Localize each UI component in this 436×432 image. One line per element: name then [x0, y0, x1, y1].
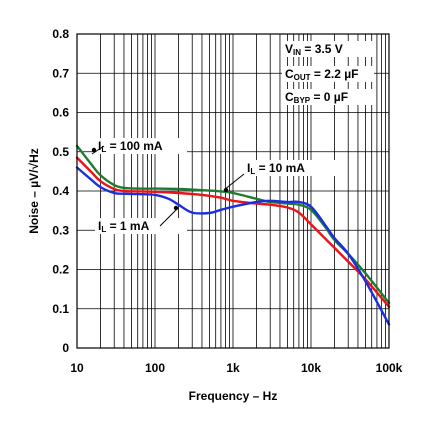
y-tick-label: 0.4	[52, 184, 69, 198]
y-axis-label: Noise – µV/√Hz	[27, 148, 41, 234]
leader-line	[223, 173, 245, 191]
leader-arrow	[173, 205, 179, 211]
annotations: VIN = 3.5 V COUT = 2.2 µF CBYP = 0 µF IL = …	[91, 41, 374, 234]
condition-label: VIN = 3.5 V	[285, 42, 343, 57]
series-line-1-ma	[75, 166, 391, 326]
series-label: IL = 10 mA	[247, 161, 305, 176]
condition-label: CBYP = 0 µF	[285, 90, 348, 105]
condition-label: COUT = 2.2 µF	[285, 67, 359, 82]
y-tick-labels: 0 0.1 0.2 0.3 0.4 0.5 0.6 0.7 0.8	[52, 27, 69, 355]
x-tick-label: 100	[145, 361, 165, 375]
x-tick-label: 10	[70, 361, 84, 375]
series-line-10-ma	[75, 156, 391, 308]
leader-arrow	[91, 147, 97, 153]
x-tick-label: 10k	[301, 361, 321, 375]
condition-bg	[282, 89, 374, 105]
x-tick-labels: 10 100 1k 10k 100k	[70, 361, 402, 375]
series-label-bg	[244, 160, 336, 176]
series-label-bg	[95, 138, 187, 154]
x-tick-label: 100k	[376, 361, 403, 375]
series-label: IL = 100 mA	[98, 139, 163, 154]
series-label: IL = 1 mA	[98, 219, 150, 234]
y-tick-label: 0.7	[52, 66, 69, 80]
series-layer	[75, 144, 391, 326]
condition-bg	[282, 66, 374, 82]
y-tick-label: 0.3	[52, 223, 69, 237]
leader-line	[159, 207, 179, 227]
y-tick-label: 0.1	[52, 302, 69, 316]
x-axis-label: Frequency – Hz	[189, 389, 278, 403]
y-tick-label: 0.8	[52, 27, 69, 41]
leader-arrow	[223, 187, 229, 193]
condition-bg	[282, 41, 374, 57]
series-line-100-ma	[75, 144, 391, 305]
y-tick-label: 0.6	[52, 106, 69, 120]
y-tick-label: 0.5	[52, 145, 69, 159]
plot-frame	[76, 33, 390, 349]
y-tick-label: 0.2	[52, 263, 69, 277]
leader-line	[91, 145, 105, 155]
x-tick-label: 1k	[226, 361, 240, 375]
y-tick-label: 0	[62, 341, 69, 355]
